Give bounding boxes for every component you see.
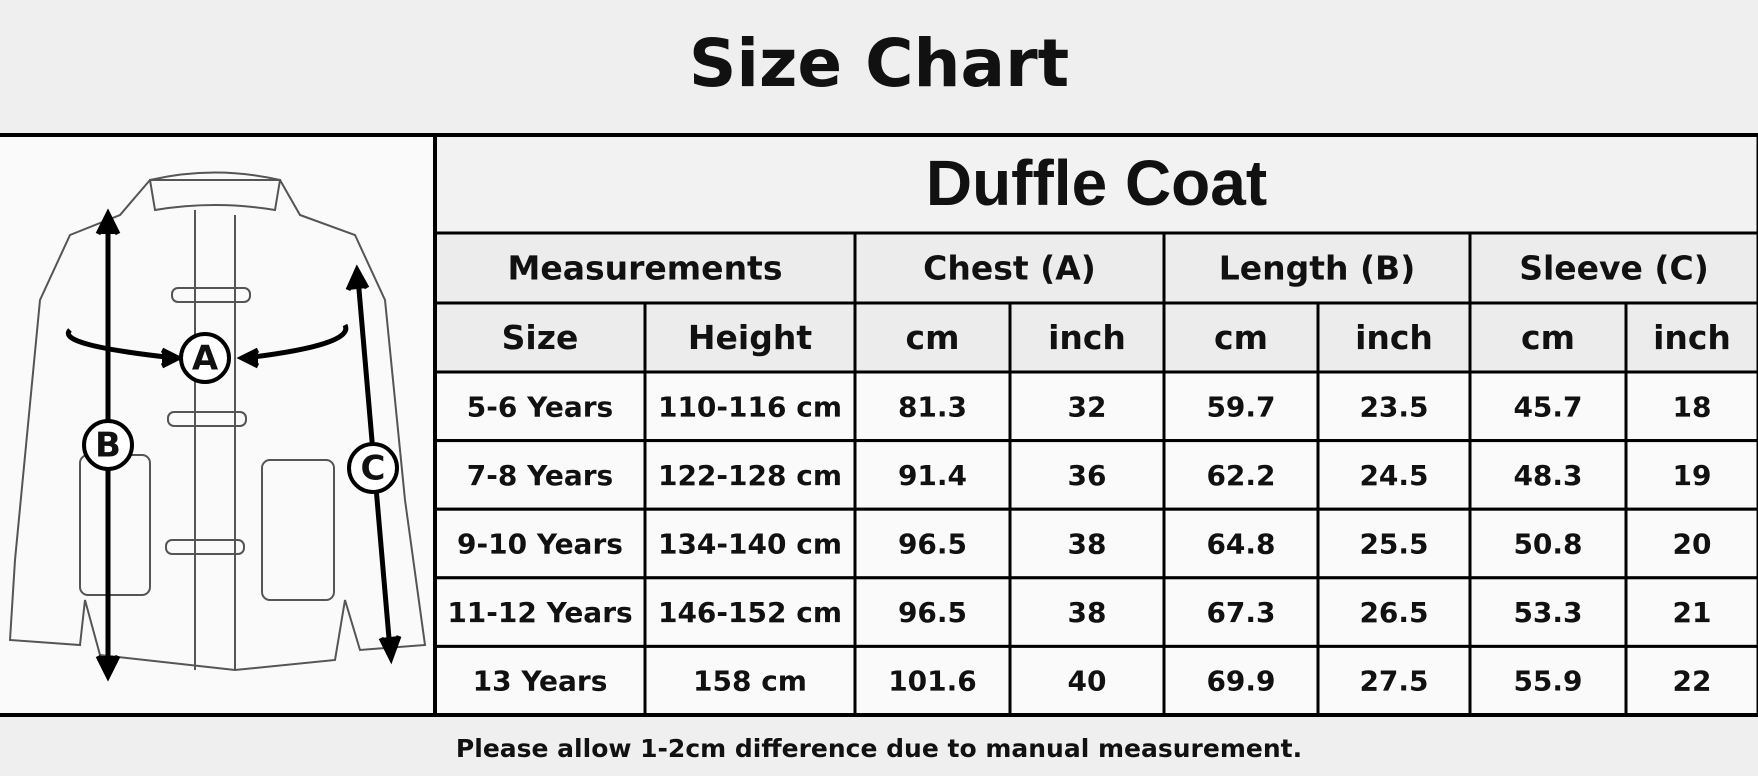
- sub-header: cm: [1214, 318, 1268, 357]
- table-cell-bg: [1624, 644, 1758, 717]
- table-cell-bg: [853, 507, 1012, 580]
- group-header-bg: [1468, 231, 1758, 305]
- table-cell: 13 Years: [473, 665, 608, 698]
- title-band: [0, 0, 1758, 135]
- diagram-label: A: [192, 339, 219, 379]
- table-cell: 53.3: [1513, 596, 1582, 629]
- sub-header: inch: [1653, 318, 1731, 357]
- sub-header: Size: [502, 318, 579, 357]
- table-cell-bg: [1624, 370, 1758, 443]
- table-cell: 27.5: [1359, 665, 1428, 698]
- diagram-label: B: [95, 426, 121, 466]
- table-cell-bg: [1316, 644, 1472, 717]
- table-cell: 146-152 cm: [658, 596, 842, 629]
- sub-header: inch: [1355, 318, 1433, 357]
- sub-header-bg: [1468, 301, 1628, 374]
- table-cell: 91.4: [898, 459, 967, 492]
- sub-header-bg: [1624, 301, 1758, 374]
- table-title: Duffle Coat: [926, 147, 1267, 219]
- group-header: Sleeve (C): [1519, 249, 1709, 288]
- coat-sketch: [8, 171, 427, 672]
- table-cell: 96.5: [898, 596, 967, 629]
- group-header-bg: [853, 231, 1166, 305]
- table-cell: 50.8: [1513, 528, 1582, 561]
- table-cell-bg: [1316, 576, 1472, 648]
- sub-header-bg: [1316, 301, 1472, 374]
- table-cell: 69.9: [1206, 665, 1275, 698]
- table-cell: 62.2: [1206, 459, 1275, 492]
- table-cell-bg: [1162, 644, 1320, 717]
- table-cell: 19: [1673, 459, 1712, 492]
- table-cell-bg: [433, 576, 647, 648]
- table-cell-bg: [853, 576, 1012, 648]
- table-cell-bg: [1162, 439, 1320, 511]
- table-cell: 32: [1068, 390, 1107, 423]
- diagram-labels: A B C: [82, 332, 399, 494]
- diagram-label: C: [361, 449, 386, 489]
- sub-header-bg: [1162, 301, 1320, 374]
- table-cell: 96.5: [898, 528, 967, 561]
- table-cell-bg: [1468, 644, 1628, 717]
- table-cell: 59.7: [1206, 390, 1275, 423]
- sub-header: cm: [906, 318, 960, 357]
- table-cell: 134-140 cm: [658, 528, 842, 561]
- table-cell: 81.3: [898, 390, 967, 423]
- table-cell-bg: [1624, 507, 1758, 580]
- table-cell: 18: [1673, 390, 1712, 423]
- sub-header: inch: [1048, 318, 1126, 357]
- table-cell: 64.8: [1206, 528, 1275, 561]
- footer-note: Please allow 1-2cm difference due to man…: [456, 734, 1302, 763]
- label-circle: [179, 332, 231, 384]
- sub-header: cm: [1521, 318, 1575, 357]
- table-cell: 26.5: [1359, 596, 1428, 629]
- table-cell: 158 cm: [693, 665, 807, 698]
- group-header: Chest (A): [923, 249, 1096, 288]
- table-cell: 5-6 Years: [467, 390, 613, 423]
- group-header: Length (B): [1219, 249, 1416, 288]
- table-cell: 22: [1673, 665, 1712, 698]
- table-cell-bg: [1316, 439, 1472, 511]
- table-cell: 7-8 Years: [467, 459, 613, 492]
- table-cell: 36: [1068, 459, 1107, 492]
- table-cell: 24.5: [1359, 459, 1428, 492]
- table-cell: 110-116 cm: [658, 390, 842, 423]
- label-circle: [82, 419, 134, 471]
- table-cell-bg: [643, 576, 857, 648]
- table-cell: 45.7: [1513, 390, 1582, 423]
- table-cell: 9-10 Years: [457, 528, 623, 561]
- table-cell: 67.3: [1206, 596, 1275, 629]
- group-header-bg: [1162, 231, 1472, 305]
- table-cell: 55.9: [1513, 665, 1582, 698]
- sub-header-bg: [1008, 301, 1166, 374]
- table-cell-bg: [1624, 576, 1758, 648]
- table-cell: 25.5: [1359, 528, 1428, 561]
- table-cell: 21: [1673, 596, 1712, 629]
- group-header: Measurements: [508, 249, 783, 288]
- table-cell: 20: [1673, 528, 1712, 561]
- label-circle: [347, 442, 399, 494]
- page-title: Size Chart: [689, 25, 1069, 102]
- table-cell-bg: [1008, 576, 1166, 648]
- table-cell: 48.3: [1513, 459, 1582, 492]
- table-cell: 101.6: [888, 665, 977, 698]
- table-cell-bg: [1162, 370, 1320, 443]
- table-cell: 38: [1068, 596, 1107, 629]
- table-cell: 122-128 cm: [658, 459, 842, 492]
- table-cell: 38: [1068, 528, 1107, 561]
- table-title-bg: [433, 133, 1758, 235]
- table-cell: 23.5: [1359, 390, 1428, 423]
- table-cell-bg: [1468, 507, 1628, 580]
- table-cell-bg: [1316, 507, 1472, 580]
- sub-header: Height: [688, 318, 812, 357]
- table-cell: 40: [1068, 665, 1107, 698]
- sub-header-bg: [643, 301, 857, 374]
- table-cell-bg: [1008, 370, 1166, 443]
- table-cell: 11-12 Years: [447, 596, 632, 629]
- table-cell-bg: [853, 644, 1012, 717]
